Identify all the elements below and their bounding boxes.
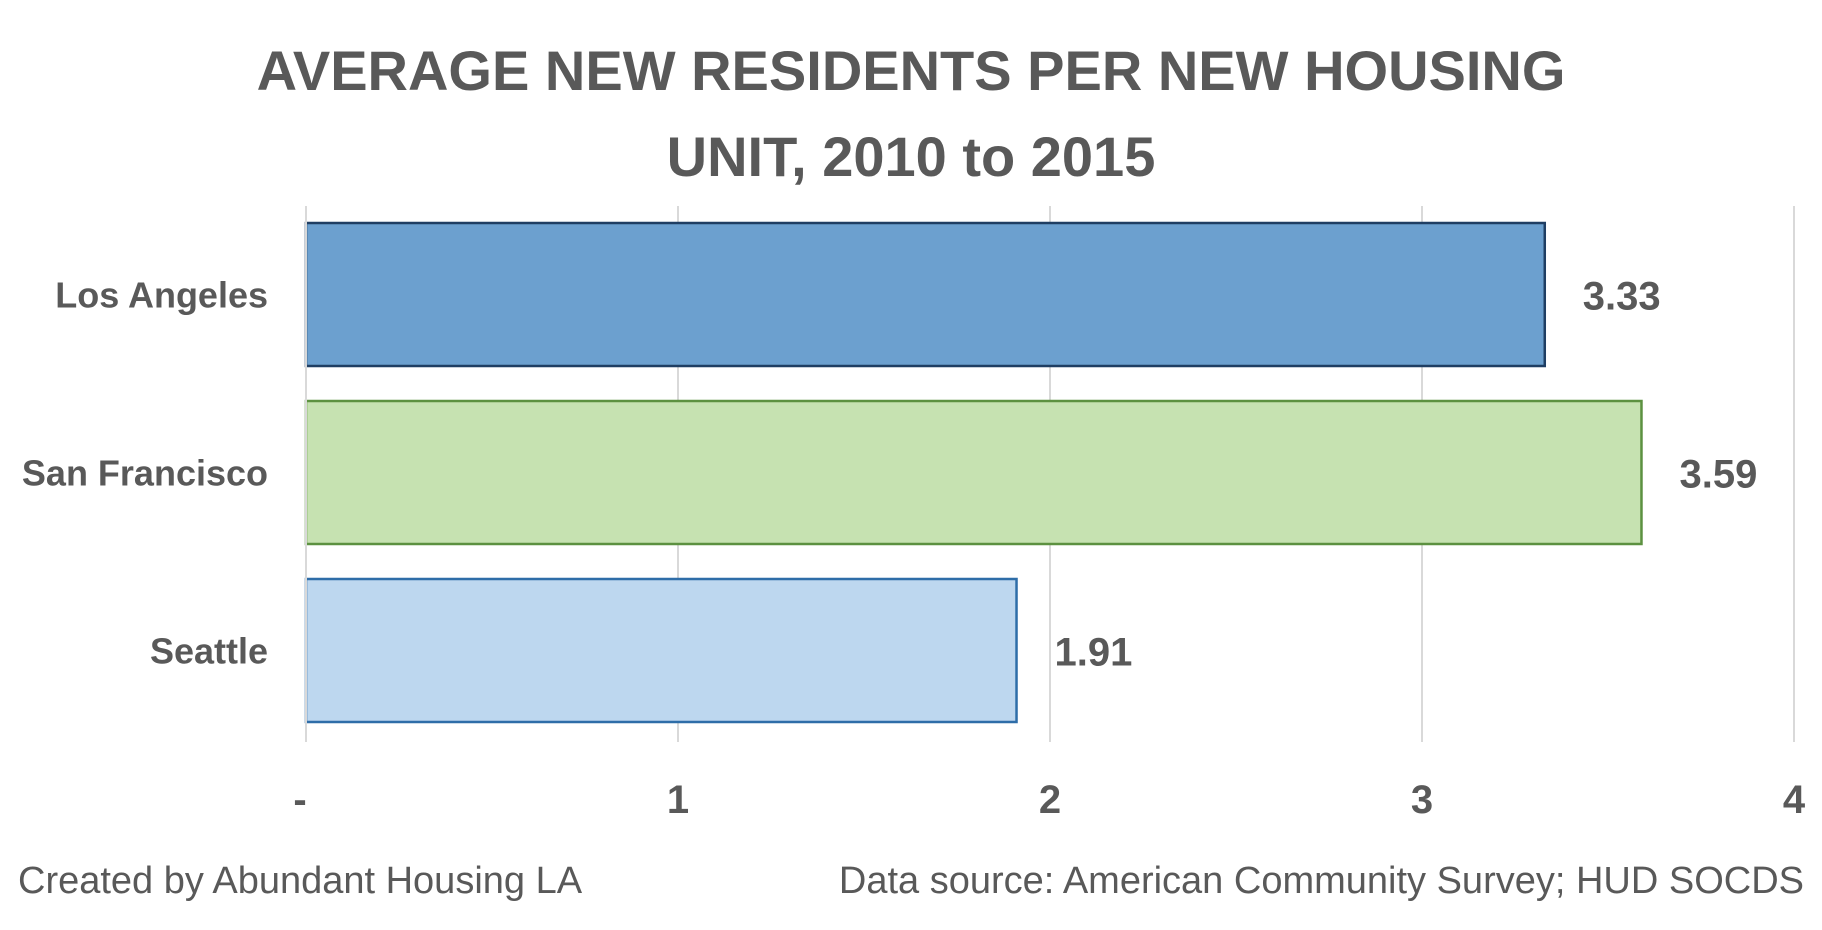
chart-title: AVERAGE NEW RESIDENTS PER NEW HOUSING UN…: [0, 28, 1822, 200]
x-tick-label: 1: [667, 778, 689, 822]
category-label: San Francisco: [22, 453, 268, 494]
bar-san-francisco: [304, 399, 1643, 546]
data-label: 1.91: [1055, 631, 1133, 675]
chart-title-line-1: AVERAGE NEW RESIDENTS PER NEW HOUSING: [256, 39, 1566, 102]
category-label: Seattle: [150, 631, 268, 672]
chart-title-line-2: UNIT, 2010 to 2015: [666, 125, 1156, 188]
footer-data-source: Data source: American Community Survey; …: [838, 860, 1804, 902]
data-label: 3.33: [1583, 275, 1661, 319]
data-label: 3.59: [1679, 453, 1757, 497]
x-tick-label: -: [293, 778, 306, 822]
footer-credit: Created by Abundant Housing LA: [18, 860, 583, 902]
x-tick-label: 3: [1411, 778, 1433, 822]
bar-los-angeles: [304, 221, 1547, 368]
x-tick-label: 4: [1783, 778, 1806, 822]
category-label: Los Angeles: [55, 275, 268, 316]
bar-seattle: [304, 577, 1018, 724]
x-tick-label: 2: [1039, 778, 1061, 822]
